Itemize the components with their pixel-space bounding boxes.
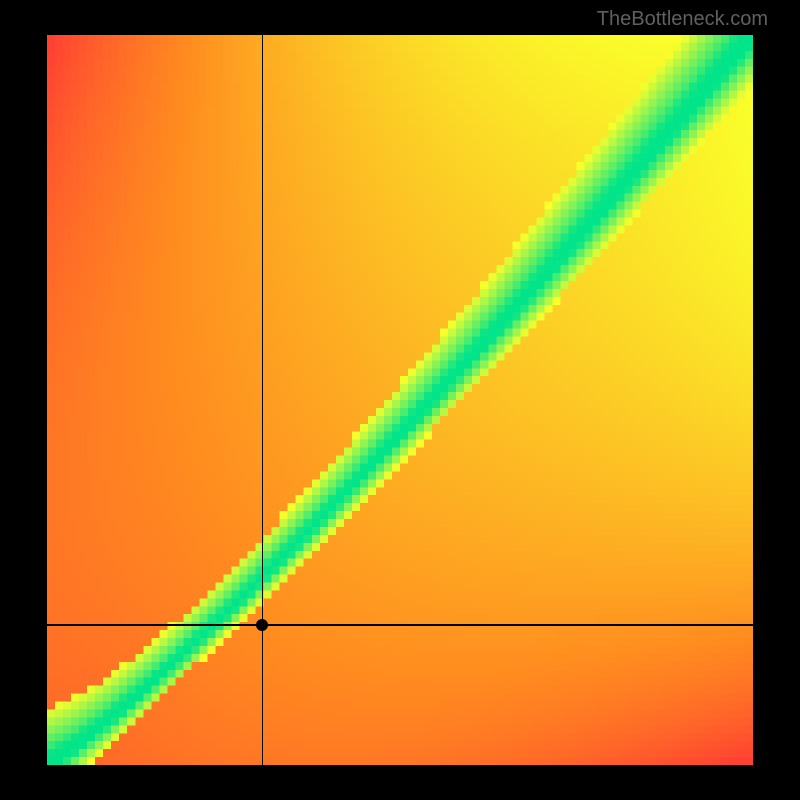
watermark-text: TheBottleneck.com (597, 8, 768, 31)
crosshair-vertical (262, 35, 263, 765)
bottleneck-heatmap (47, 35, 753, 765)
plot-area (47, 35, 753, 765)
crosshair-horizontal (47, 624, 753, 625)
